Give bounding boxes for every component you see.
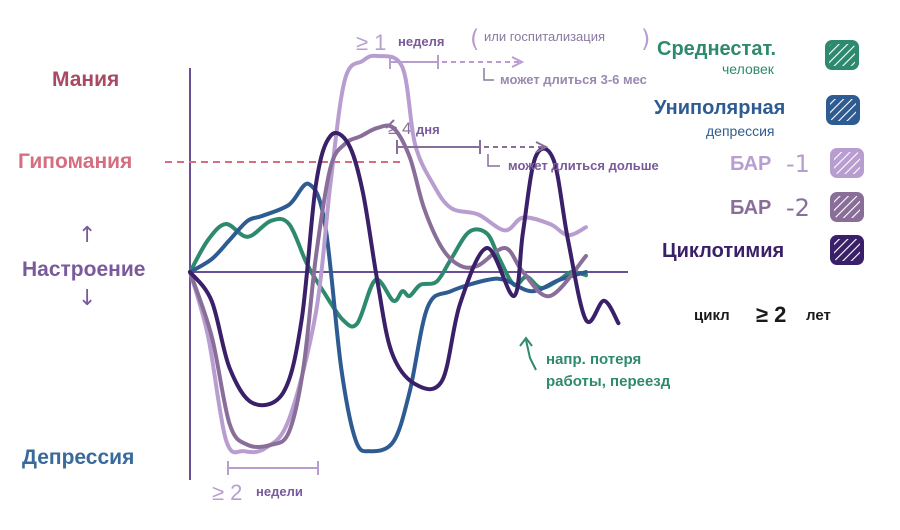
legend-sublabel-average: человек <box>722 61 775 77</box>
y-label-mania: Мания <box>52 68 119 91</box>
y-label-depression: Депрессия <box>22 446 134 469</box>
lasting-3-6-text: может длиться 3-6 мес <box>500 72 647 87</box>
week-sign: ≥ 1 <box>356 30 386 55</box>
series-cyclothymia <box>188 131 621 408</box>
days-text: дня <box>416 122 440 137</box>
days-sign: ≥ 4 <box>388 119 412 138</box>
legend-sublabel-unipolar: депрессия <box>706 123 775 139</box>
legend-label-cyclothymia: Циклотимия <box>662 240 784 262</box>
legend-item-bar2: БАР -2 <box>730 192 864 222</box>
days-bar-arrowhead <box>535 141 549 153</box>
legend-item-bar1: БАР -1 <box>730 148 864 178</box>
legend-swatch-bar2-hatch <box>834 196 860 218</box>
legend-item-cyclothymia: Циклотимия <box>662 235 864 265</box>
job-loss-arrow <box>525 339 537 371</box>
job-loss-arrowhead <box>519 336 533 347</box>
y-label-mood: Настроение <box>22 258 145 281</box>
week-text: неделя <box>398 34 444 49</box>
arrow-up-icon: ↑ <box>78 223 96 248</box>
weeks-text: недели <box>256 484 303 499</box>
lasting-longer-text: может длиться дольше <box>508 158 659 173</box>
legend-swatch-unipolar-hatch <box>830 99 856 121</box>
legend-num-bar2: -2 <box>786 194 810 222</box>
job-loss-line2: работы, переезд <box>546 373 671 390</box>
hosp-paren-close: ) <box>641 25 650 53</box>
series-bar1 <box>188 53 588 455</box>
week-bar-arrowhead <box>511 56 525 68</box>
annotation-job-loss: напр. потеря работы, переезд <box>519 336 671 390</box>
legend-item-average: Среднестат. человек <box>657 38 859 77</box>
annotation-cycle: цикл ≥ 2 лет <box>694 302 831 327</box>
annotation-week: ≥ 1 неделя ( или госпитализация ) может … <box>356 25 650 87</box>
annotation-days: ≥ 4 дня может длиться дольше <box>385 119 659 173</box>
legend-label-average: Среднестат. <box>657 38 776 60</box>
legend-swatch-bar1-hatch <box>834 152 860 174</box>
series-unipolar <box>188 181 588 454</box>
days-bracket <box>385 119 395 129</box>
annotation-weeks: ≥ 2 недели <box>212 461 319 505</box>
legend-label-bar1: БАР <box>730 153 771 175</box>
arrow-down-icon: ↓ <box>78 286 96 311</box>
cycle-text: цикл <box>694 307 730 324</box>
legend-swatch-cyclothymia-hatch <box>834 239 860 261</box>
legend-swatch-average-hatch <box>829 44 855 66</box>
series-group <box>188 53 621 455</box>
legend-label-unipolar: Униполярная <box>654 97 785 119</box>
hosp-text: или госпитализация <box>484 29 605 44</box>
hosp-paren-open: ( <box>470 25 479 53</box>
job-loss-line1: напр. потеря <box>546 351 641 368</box>
series-bar2 <box>188 123 588 449</box>
cycle-years: лет <box>806 307 831 324</box>
legend: Среднестат. человек Униполярная депресси… <box>654 38 864 265</box>
legend-label-bar2: БАР <box>730 197 771 219</box>
lasting-longer-bracket <box>487 154 500 167</box>
y-label-hypomania: Гипомания <box>18 150 132 173</box>
legend-num-bar1: -1 <box>786 150 810 178</box>
lasting-3-6-bracket <box>483 68 494 81</box>
weeks-sign: ≥ 2 <box>212 480 242 505</box>
legend-item-unipolar: Униполярная депрессия <box>654 95 860 139</box>
cycle-sign: ≥ 2 <box>756 302 786 327</box>
